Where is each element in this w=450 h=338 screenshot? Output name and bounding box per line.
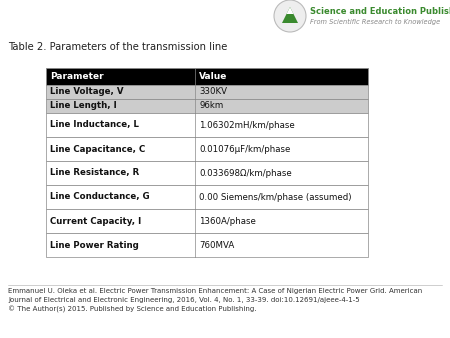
Text: 0.033698Ω/km/phase: 0.033698Ω/km/phase bbox=[199, 169, 292, 177]
Text: Line Power Rating: Line Power Rating bbox=[50, 241, 139, 249]
Text: © The Author(s) 2015. Published by Science and Education Publishing.: © The Author(s) 2015. Published by Scien… bbox=[8, 306, 256, 313]
Text: 760MVA: 760MVA bbox=[199, 241, 234, 249]
Circle shape bbox=[274, 0, 306, 32]
Text: Journal of Electrical and Electronic Engineering, 2016, Vol. 4, No. 1, 33-39. do: Journal of Electrical and Electronic Eng… bbox=[8, 297, 360, 303]
Text: 0.00 Siemens/km/phase (assumed): 0.00 Siemens/km/phase (assumed) bbox=[199, 193, 351, 201]
FancyBboxPatch shape bbox=[46, 99, 368, 113]
Text: Emmanuel U. Oleka et al. Electric Power Transmission Enhancement: A Case of Nige: Emmanuel U. Oleka et al. Electric Power … bbox=[8, 288, 422, 294]
Text: Line Conductance, G: Line Conductance, G bbox=[50, 193, 149, 201]
Polygon shape bbox=[287, 7, 293, 14]
Text: Parameter: Parameter bbox=[50, 72, 104, 81]
Text: 1.06302mH/km/phase: 1.06302mH/km/phase bbox=[199, 121, 295, 129]
FancyBboxPatch shape bbox=[46, 137, 368, 161]
FancyBboxPatch shape bbox=[46, 185, 368, 209]
Text: Science and Education Publishing: Science and Education Publishing bbox=[310, 6, 450, 16]
Text: Line Capacitance, C: Line Capacitance, C bbox=[50, 145, 145, 153]
Text: 330KV: 330KV bbox=[199, 88, 227, 97]
Text: 1360A/phase: 1360A/phase bbox=[199, 217, 256, 225]
Text: Line Length, l: Line Length, l bbox=[50, 101, 117, 111]
Text: Line Resistance, R: Line Resistance, R bbox=[50, 169, 139, 177]
Text: Table 2. Parameters of the transmission line: Table 2. Parameters of the transmission … bbox=[8, 42, 227, 52]
Text: Value: Value bbox=[199, 72, 227, 81]
Text: 96km: 96km bbox=[199, 101, 223, 111]
FancyBboxPatch shape bbox=[46, 209, 368, 233]
Polygon shape bbox=[282, 7, 298, 23]
FancyBboxPatch shape bbox=[46, 68, 368, 85]
FancyBboxPatch shape bbox=[46, 113, 368, 137]
Text: Current Capacity, I: Current Capacity, I bbox=[50, 217, 141, 225]
FancyBboxPatch shape bbox=[46, 85, 368, 99]
FancyBboxPatch shape bbox=[46, 161, 368, 185]
Text: Line Voltage, V: Line Voltage, V bbox=[50, 88, 123, 97]
Text: 0.01076μF/km/phase: 0.01076μF/km/phase bbox=[199, 145, 290, 153]
Text: From Scientific Research to Knowledge: From Scientific Research to Knowledge bbox=[310, 19, 440, 25]
FancyBboxPatch shape bbox=[46, 233, 368, 257]
Text: Line Inductance, L: Line Inductance, L bbox=[50, 121, 139, 129]
